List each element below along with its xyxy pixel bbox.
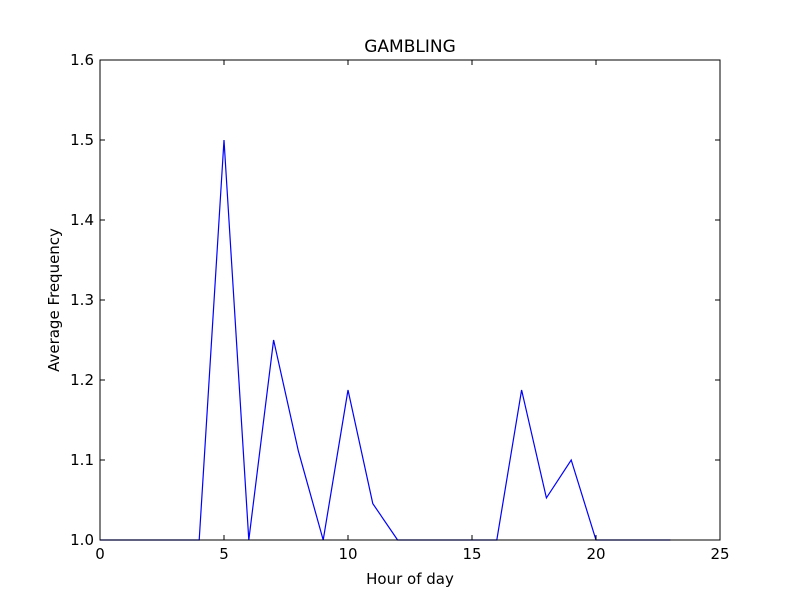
y-tick-label: 1.3 bbox=[70, 291, 94, 309]
x-tick-label: 20 bbox=[586, 545, 605, 563]
y-tick-label: 1.2 bbox=[70, 371, 94, 389]
chart-title: GAMBLING bbox=[364, 37, 456, 57]
y-axis-label: Average Frequency bbox=[45, 228, 63, 372]
x-tick-label: 25 bbox=[710, 545, 729, 563]
y-tick-label: 1.6 bbox=[70, 51, 94, 69]
axis-ticks: 0 5 10 15 20 25 1.0 1.1 1.2 1.3 1.4 1.5 1.6 bbox=[70, 51, 729, 563]
x-axis-label: Hour of day bbox=[366, 570, 454, 588]
y-tick-label: 1.4 bbox=[70, 211, 94, 229]
y-tick-label: 1.1 bbox=[70, 451, 94, 469]
x-tick-label: 5 bbox=[219, 545, 229, 563]
x-tick-label: 0 bbox=[95, 545, 105, 563]
y-tick-label: 1.5 bbox=[70, 131, 94, 149]
x-tick-label: 15 bbox=[462, 545, 481, 563]
y-tick-label: 1.0 bbox=[70, 531, 94, 549]
x-tick-label: 10 bbox=[338, 545, 357, 563]
